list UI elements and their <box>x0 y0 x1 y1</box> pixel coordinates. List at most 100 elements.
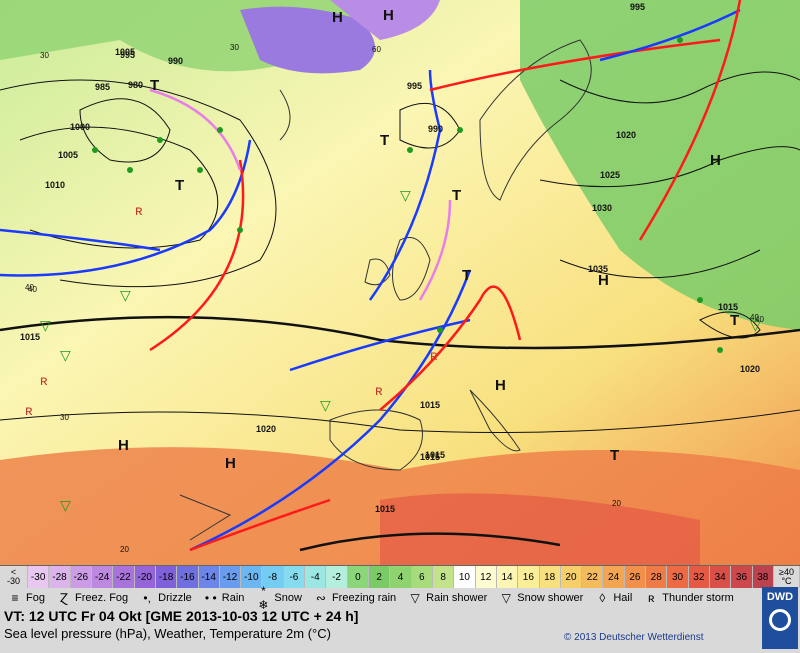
warm-front <box>429 38 721 92</box>
scale-cell: -24 <box>91 566 114 588</box>
scale-cell: -14 <box>198 566 220 588</box>
isobar <box>539 146 800 188</box>
scale-cell-max: ≥40 °C <box>774 566 800 588</box>
high-pressure-label: H <box>495 377 506 394</box>
legend-item: ʀ Thunder storm <box>642 591 734 605</box>
shower-markers: ▽ ▽ ▽ ▽ ▽ ▽ ▽ <box>40 187 761 513</box>
legend-item: Ɀ Freez. Fog <box>55 591 128 605</box>
isobar <box>699 311 761 339</box>
isobar <box>559 71 800 104</box>
isobar-value-label: 1015 <box>420 452 440 462</box>
rain-icon <box>157 137 163 143</box>
scale-cell: -16 <box>177 566 199 588</box>
low-pressure-label: T <box>175 177 184 194</box>
thunderstorm-icon: ʀ <box>25 402 33 418</box>
isobar-value-label: 1015 <box>375 504 395 514</box>
scale-cell: -22 <box>113 566 135 588</box>
drizzle-icon: •, <box>143 591 151 605</box>
scale-cell: 28 <box>646 566 668 588</box>
scale-cell: 4 <box>390 566 412 588</box>
low-pressure-label: T <box>610 447 619 464</box>
isobar-value-label: 990 <box>168 56 183 66</box>
legend-item: ≡ Fog <box>6 591 45 605</box>
rain-shower-icon: ▽ <box>750 317 761 333</box>
isobar-value-label: 995 <box>120 50 135 60</box>
dwd-logo-icon <box>769 609 791 631</box>
hail-icon: ◊ <box>599 591 606 605</box>
rain-shower-icon: ▽ <box>410 591 420 605</box>
isobar-value-label: 1030 <box>592 203 612 213</box>
legend-label: Freez. Fog <box>74 592 129 604</box>
legend-label: Hail <box>613 592 633 604</box>
legend-item: ◊ Hail <box>593 591 632 605</box>
legend-label: Snow shower <box>517 592 584 604</box>
rain-icon <box>437 327 443 333</box>
isobar-value-label: 990 <box>428 124 443 134</box>
rain-shower-icon: ▽ <box>120 287 131 303</box>
rain-icon <box>697 297 703 303</box>
isotherm-value-label: 20 <box>612 499 621 508</box>
isobar-value-label: 1010 <box>45 180 65 190</box>
scale-cell: 12 <box>475 566 497 588</box>
legend-item: ▽ Snow shower <box>497 591 584 605</box>
scale-max-value: ≥40 <box>779 567 794 577</box>
cold-front <box>0 139 252 277</box>
isobar <box>79 98 171 163</box>
occluded-front <box>418 199 452 301</box>
fronts <box>0 0 742 552</box>
rain-icon <box>237 227 243 233</box>
scale-cell-min: < -30 <box>0 566 28 588</box>
legend-label: Rain <box>221 592 245 604</box>
map-description: Sea level pressure (hPa), Weather, Tempe… <box>4 626 331 641</box>
rain-icon <box>197 167 203 173</box>
scale-cell: -6 <box>283 566 306 588</box>
legend-item: ∾ Freezing rain <box>312 591 396 605</box>
rain-icon <box>677 37 683 43</box>
rain-icon <box>217 127 223 133</box>
isobar-value-label: 1000 <box>70 122 90 132</box>
scale-cell: 22 <box>582 566 604 588</box>
legend-item: ▽ Rain shower <box>406 591 488 605</box>
occluded-front <box>149 88 242 171</box>
legend-label: Thunder storm <box>662 592 734 604</box>
warm-front <box>149 159 245 352</box>
scale-cell: 6 <box>411 566 433 588</box>
legend-item: • • Rain <box>202 591 245 605</box>
isobar-value-label: 1020 <box>256 424 276 434</box>
rain-icon <box>717 347 723 353</box>
scale-cell: 30 <box>667 566 689 588</box>
thunderstorm-icon: ʀ <box>135 202 143 218</box>
cold-front <box>189 269 472 552</box>
dwd-logo: DWD <box>762 587 798 649</box>
low-pressure-label: T <box>380 132 389 149</box>
scale-cell: 36 <box>731 566 753 588</box>
legend-label: Snow <box>274 592 302 604</box>
isobar-value-label: 1015 <box>20 332 40 342</box>
legend-label: Fog <box>26 592 45 604</box>
temperature-zone-purple <box>330 0 440 40</box>
legend-label: Freezing rain <box>331 592 397 604</box>
scale-cell: -8 <box>262 566 284 588</box>
scale-cells: -30 -28 -26 -24 -22 -20 -18 -16 -14 -12 -10 -8 -6 -4-… <box>28 566 774 588</box>
high-pressure-label: H <box>225 455 236 472</box>
thunderstorm-icon: ʀ <box>40 372 48 388</box>
isobar <box>559 249 761 279</box>
rain-icon <box>127 167 133 173</box>
coast-iceland <box>279 89 291 141</box>
scale-cell: -10 <box>241 566 263 588</box>
isotherm-value-label: 40 <box>750 313 759 322</box>
rain-shower-icon: ▽ <box>60 347 71 363</box>
scale-cell: 24 <box>603 566 625 588</box>
legend-item: * ❄ Snow <box>254 584 302 612</box>
isotherm-value-label: 30 <box>40 51 49 60</box>
coast-iberia <box>329 409 423 471</box>
isobar-value-label: 985 <box>95 82 110 92</box>
rain-shower-icon: ▽ <box>40 317 51 333</box>
rain-icon: • • <box>204 591 217 605</box>
isobar-1005 <box>299 532 561 552</box>
isotherm-value-label: 20 <box>120 545 129 554</box>
scale-cell: 16 <box>518 566 540 588</box>
coast-italy <box>469 389 521 452</box>
rain-shower-icon: ▽ <box>60 497 71 513</box>
